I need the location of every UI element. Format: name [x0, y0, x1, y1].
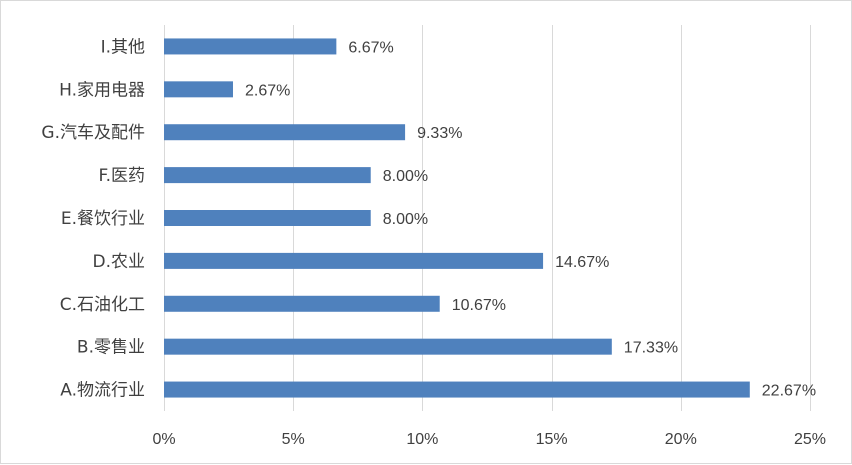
data-label: 10.67%	[452, 297, 506, 314]
category-label: C.石油化工	[60, 295, 145, 315]
x-tick-label: 5%	[282, 431, 305, 448]
category-label: E.餐饮行业	[61, 209, 145, 229]
data-label: 2.67%	[245, 82, 290, 99]
x-axis-tick-labels: 0% 5% 10% 15% 20% 25%	[152, 431, 826, 448]
bar	[164, 167, 371, 184]
data-label: 8.00%	[383, 211, 428, 228]
bar	[164, 124, 406, 141]
category-label: B.零售业	[77, 338, 145, 358]
data-label: 22.67%	[762, 383, 816, 400]
category-label: A.物流行业	[60, 381, 145, 401]
category-label: I.其他	[101, 37, 145, 57]
bar	[164, 381, 750, 398]
bar	[164, 252, 544, 269]
data-label: 9.33%	[417, 125, 462, 142]
data-labels: 6.67% 2.67% 9.33% 8.00% 8.00% 14.67% 10.67% 17.…	[245, 39, 816, 399]
category-label: G.汽车及配件	[41, 123, 145, 143]
x-tick-label: 25%	[794, 431, 826, 448]
bar	[164, 81, 233, 98]
bar	[164, 295, 440, 312]
category-label: H.家用电器	[59, 80, 145, 100]
category-labels: I.其他 H.家用电器 G.汽车及配件 F.医药 E.餐饮行业 D.农业 C.石油化工 B.零…	[41, 37, 145, 400]
data-label: 8.00%	[383, 168, 428, 185]
bar	[164, 338, 612, 355]
data-label: 6.67%	[348, 39, 393, 56]
data-label: 14.67%	[555, 254, 609, 271]
x-tick-label: 0%	[152, 431, 175, 448]
bars	[164, 38, 750, 398]
bar	[164, 38, 337, 55]
data-label: 17.33%	[624, 340, 678, 357]
x-tick-label: 10%	[406, 431, 438, 448]
bar	[164, 210, 371, 226]
x-tick-label: 20%	[665, 431, 697, 448]
category-label: D.农业	[93, 252, 146, 272]
category-label: F.医药	[99, 166, 145, 186]
x-tick-label: 15%	[536, 431, 568, 448]
